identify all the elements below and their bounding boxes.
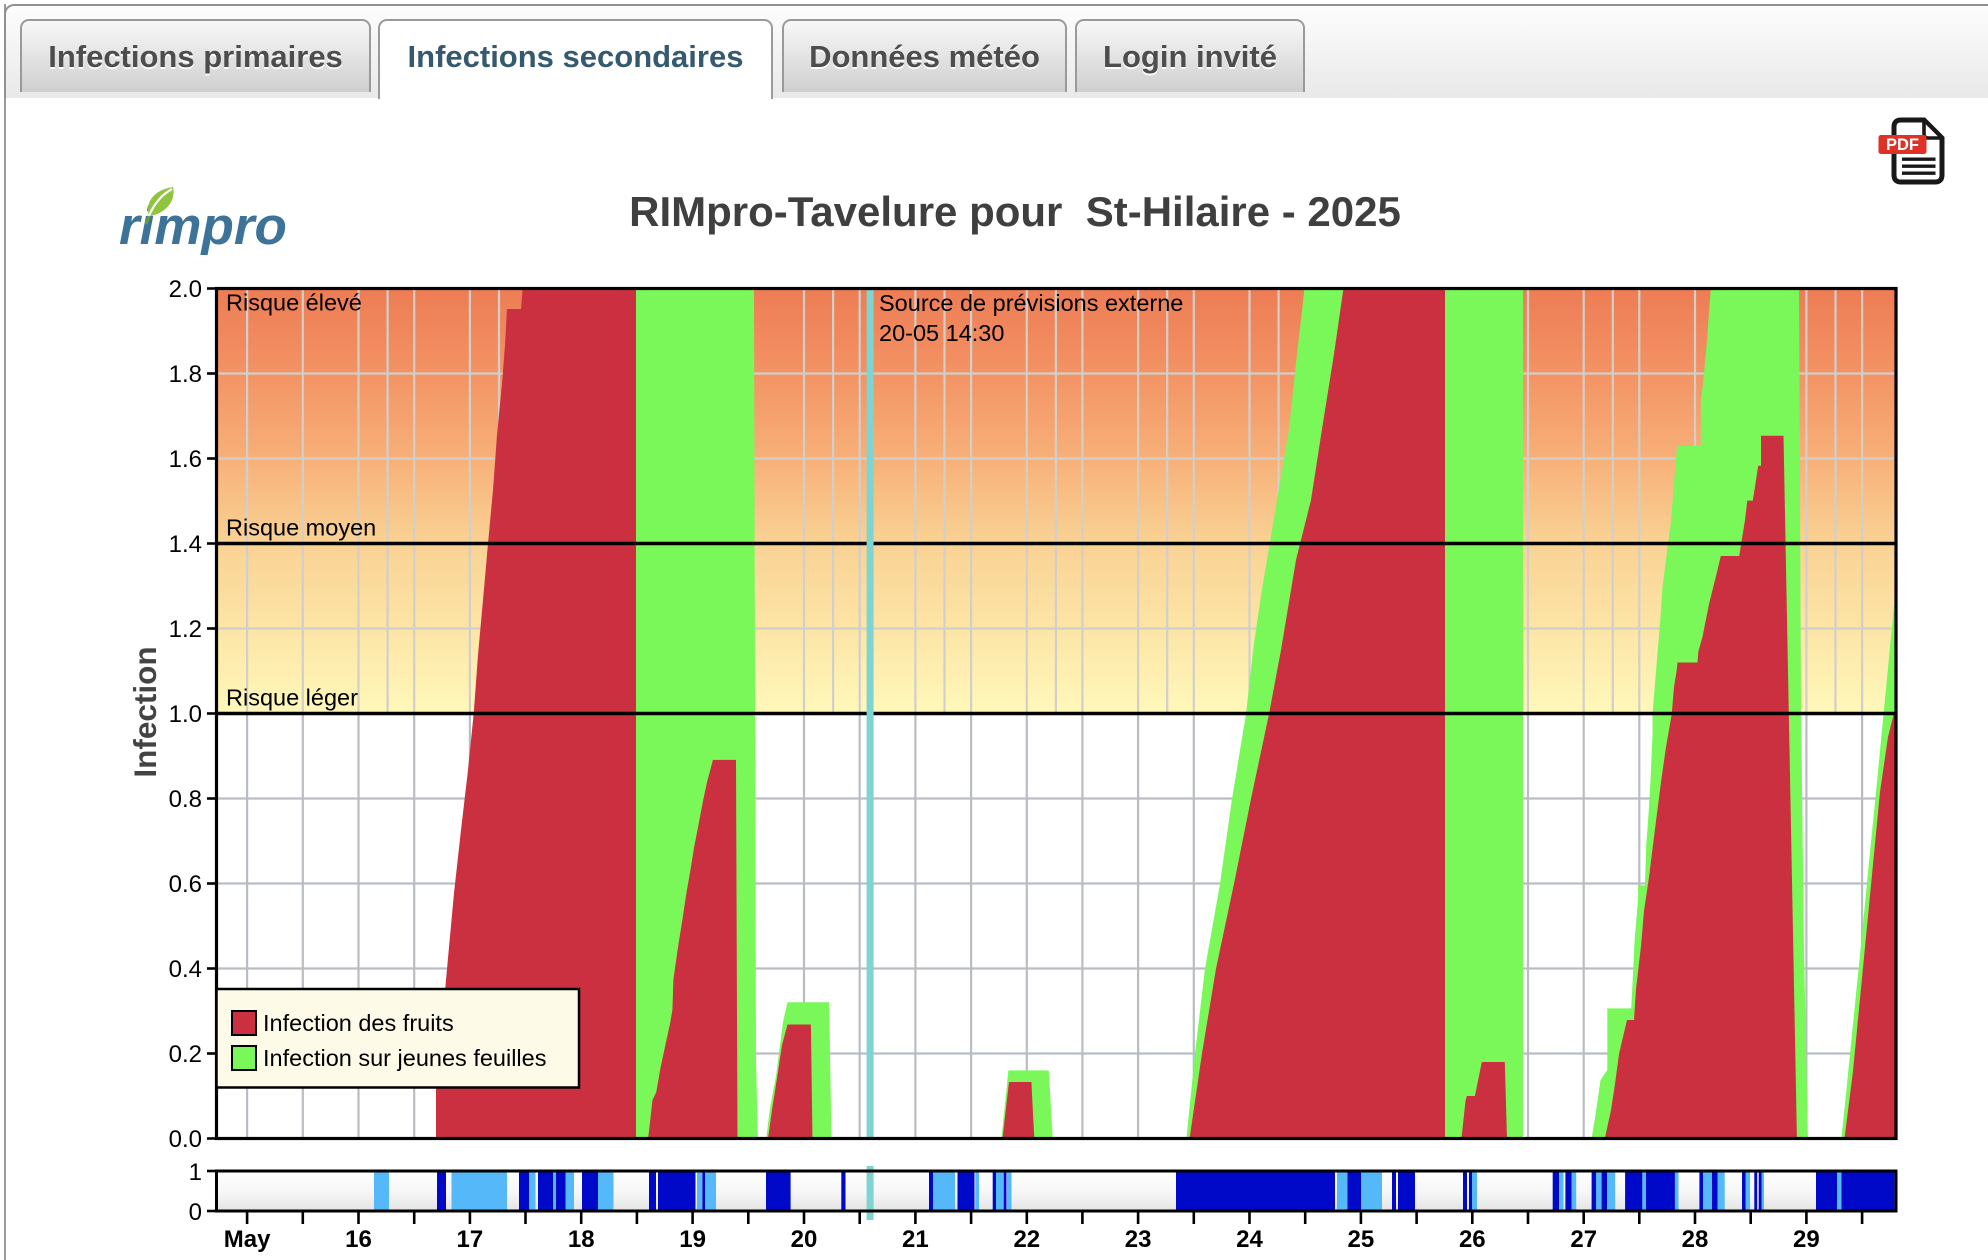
svg-text:22: 22	[1013, 1226, 1040, 1253]
svg-text:Risque moyen: Risque moyen	[226, 515, 376, 541]
svg-text:1.8: 1.8	[169, 361, 202, 388]
svg-text:21: 21	[902, 1226, 929, 1253]
svg-text:1.0: 1.0	[169, 701, 202, 728]
svg-text:Infection sur jeunes feuilles: Infection sur jeunes feuilles	[263, 1045, 546, 1071]
svg-text:23: 23	[1125, 1226, 1152, 1253]
svg-text:18: 18	[568, 1226, 595, 1253]
svg-text:Risque léger: Risque léger	[226, 685, 358, 711]
svg-text:1.6: 1.6	[169, 446, 202, 473]
svg-text:0.0: 0.0	[169, 1126, 202, 1153]
svg-text:Source de prévisions externe: Source de prévisions externe	[879, 290, 1183, 316]
svg-text:20-05 14:30: 20-05 14:30	[879, 320, 1004, 346]
svg-text:29: 29	[1793, 1226, 1820, 1253]
svg-text:25: 25	[1348, 1226, 1375, 1253]
svg-text:1.2: 1.2	[169, 616, 202, 643]
svg-text:Infection des fruits: Infection des fruits	[263, 1010, 454, 1036]
svg-text:May: May	[224, 1226, 271, 1253]
svg-text:20: 20	[791, 1226, 818, 1253]
svg-text:17: 17	[457, 1226, 484, 1253]
svg-text:0.4: 0.4	[169, 956, 202, 983]
svg-text:PDF: PDF	[1886, 136, 1919, 154]
svg-text:27: 27	[1570, 1226, 1597, 1253]
svg-text:Risque élevé: Risque élevé	[226, 290, 362, 316]
svg-text:Infection: Infection	[127, 646, 163, 777]
svg-text:28: 28	[1682, 1226, 1709, 1253]
svg-text:24: 24	[1236, 1226, 1263, 1253]
svg-text:0.6: 0.6	[169, 871, 202, 898]
svg-text:2.0: 2.0	[169, 276, 202, 303]
svg-text:0.2: 0.2	[169, 1041, 202, 1068]
svg-text:16: 16	[345, 1226, 372, 1253]
svg-text:26: 26	[1459, 1226, 1486, 1253]
svg-text:0: 0	[189, 1199, 202, 1226]
svg-text:1.4: 1.4	[169, 531, 202, 558]
svg-text:19: 19	[679, 1226, 706, 1253]
svg-text:0.8: 0.8	[169, 786, 202, 813]
svg-text:1: 1	[189, 1159, 202, 1186]
